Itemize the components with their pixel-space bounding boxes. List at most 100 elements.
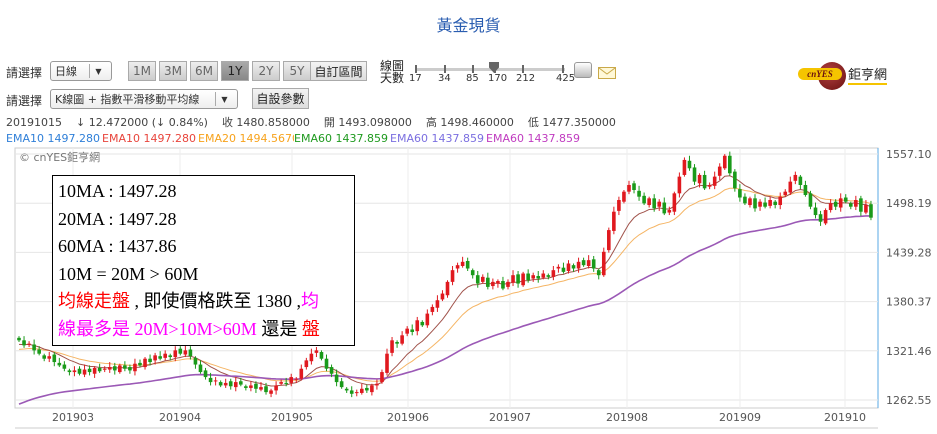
days-option[interactable]: 85	[466, 73, 479, 84]
candle-body	[778, 196, 783, 206]
candle-body	[798, 176, 803, 185]
candle	[496, 279, 500, 288]
candle	[92, 366, 97, 378]
legend-item: EMA20 1494.5670	[198, 132, 294, 145]
candle-body	[743, 196, 747, 204]
days-option[interactable]: 34	[438, 73, 451, 84]
candle-body	[627, 184, 631, 192]
candle	[793, 171, 798, 185]
candle-body	[213, 380, 218, 382]
candle	[102, 366, 107, 373]
candle	[133, 358, 137, 376]
candle	[324, 354, 329, 372]
y-tick-label: 1439.28	[886, 246, 932, 259]
slider-handle[interactable]	[489, 62, 499, 73]
custom-range-button[interactable]: 自訂區間	[310, 61, 367, 81]
annotation-magenta: 線最多是 20M>10M>60M	[58, 318, 257, 339]
candle	[390, 336, 394, 357]
candle	[178, 346, 183, 356]
candle-body	[123, 365, 127, 369]
custom-params-button[interactable]: 自設參數	[252, 88, 309, 109]
candle-body	[848, 203, 853, 207]
range-button-3m[interactable]: 3M	[159, 61, 187, 81]
candle	[264, 382, 268, 395]
candle-body	[733, 171, 737, 189]
annotation-line: 線最多是 20M>10M>60M 還是 盤	[58, 316, 349, 344]
candle	[107, 362, 112, 373]
period-select[interactable]: 日線 ▼	[50, 61, 112, 81]
candle	[733, 169, 737, 192]
days-slider[interactable]: 17 34 85 170 212 425	[409, 62, 575, 84]
candle	[47, 352, 52, 363]
candle-body	[289, 377, 294, 383]
range-button-6m[interactable]: 6M	[190, 61, 218, 81]
candle-body	[541, 273, 546, 278]
candle-body	[375, 383, 379, 386]
quote-high: 高 1498.460000	[425, 116, 514, 129]
range-button-5y[interactable]: 5Y	[283, 61, 311, 81]
candle	[516, 271, 520, 288]
candle	[617, 196, 621, 216]
candle	[168, 353, 173, 361]
candle-body	[662, 202, 667, 214]
candle	[596, 268, 601, 280]
chart-type-select[interactable]: K線圖 + 指數平滑移動平均線 ▼	[50, 89, 238, 109]
candle	[249, 381, 253, 392]
candle-body	[455, 265, 460, 269]
candle-body	[753, 198, 757, 209]
candle-body	[783, 191, 788, 196]
candle	[183, 345, 188, 358]
legend-item: EMA60 1437.859	[390, 132, 484, 145]
candle	[808, 190, 813, 210]
candle	[82, 364, 87, 378]
days-option[interactable]: 425	[556, 73, 576, 84]
annotation-red: 均線走盤	[58, 291, 130, 311]
candle-body	[475, 275, 480, 284]
candle	[647, 196, 651, 208]
candle	[67, 368, 72, 376]
annotation-line: 10M = 20M > 60M	[58, 263, 199, 284]
candle-body	[864, 205, 868, 213]
candle-body	[405, 328, 409, 334]
candle	[289, 373, 294, 387]
candle-body	[758, 201, 762, 207]
candle-body	[22, 340, 26, 346]
range-button-1m[interactable]: 1M	[128, 61, 156, 81]
candle	[798, 174, 803, 190]
candle	[299, 364, 304, 381]
candle	[188, 346, 193, 360]
candle-body	[728, 155, 732, 174]
candle	[123, 361, 127, 372]
candle	[334, 369, 339, 387]
days-option[interactable]: 17	[409, 73, 422, 84]
candle	[707, 182, 712, 190]
candle-body	[62, 364, 67, 369]
range-button-2y[interactable]: 2Y	[252, 61, 280, 81]
candle-body	[763, 202, 767, 207]
print-icon[interactable]	[574, 62, 592, 78]
chevron-down-icon: ▼	[215, 92, 233, 106]
cnyes-logo[interactable]: cnYES 鉅亨網	[798, 60, 898, 90]
candle	[712, 171, 717, 190]
candle-body	[460, 261, 465, 267]
annotation-line: 60MA : 1437.86	[58, 236, 177, 256]
range-button-1y[interactable]: 1Y	[221, 61, 249, 81]
candle	[753, 194, 757, 212]
candle	[375, 379, 379, 390]
candle-body	[87, 368, 92, 373]
annotation-red: 盤	[301, 318, 320, 339]
candle	[259, 382, 263, 392]
candle	[309, 348, 314, 365]
candle	[480, 274, 485, 284]
candle-body	[546, 275, 551, 277]
mail-icon[interactable]	[598, 67, 616, 79]
candle	[365, 384, 369, 393]
days-option[interactable]: 212	[516, 73, 536, 84]
candle	[667, 206, 672, 216]
candle	[576, 257, 581, 273]
candle-body	[264, 386, 268, 393]
candle-body	[133, 363, 137, 372]
candle	[370, 383, 374, 396]
candle-body	[808, 193, 813, 207]
days-option[interactable]: 170	[488, 73, 508, 84]
